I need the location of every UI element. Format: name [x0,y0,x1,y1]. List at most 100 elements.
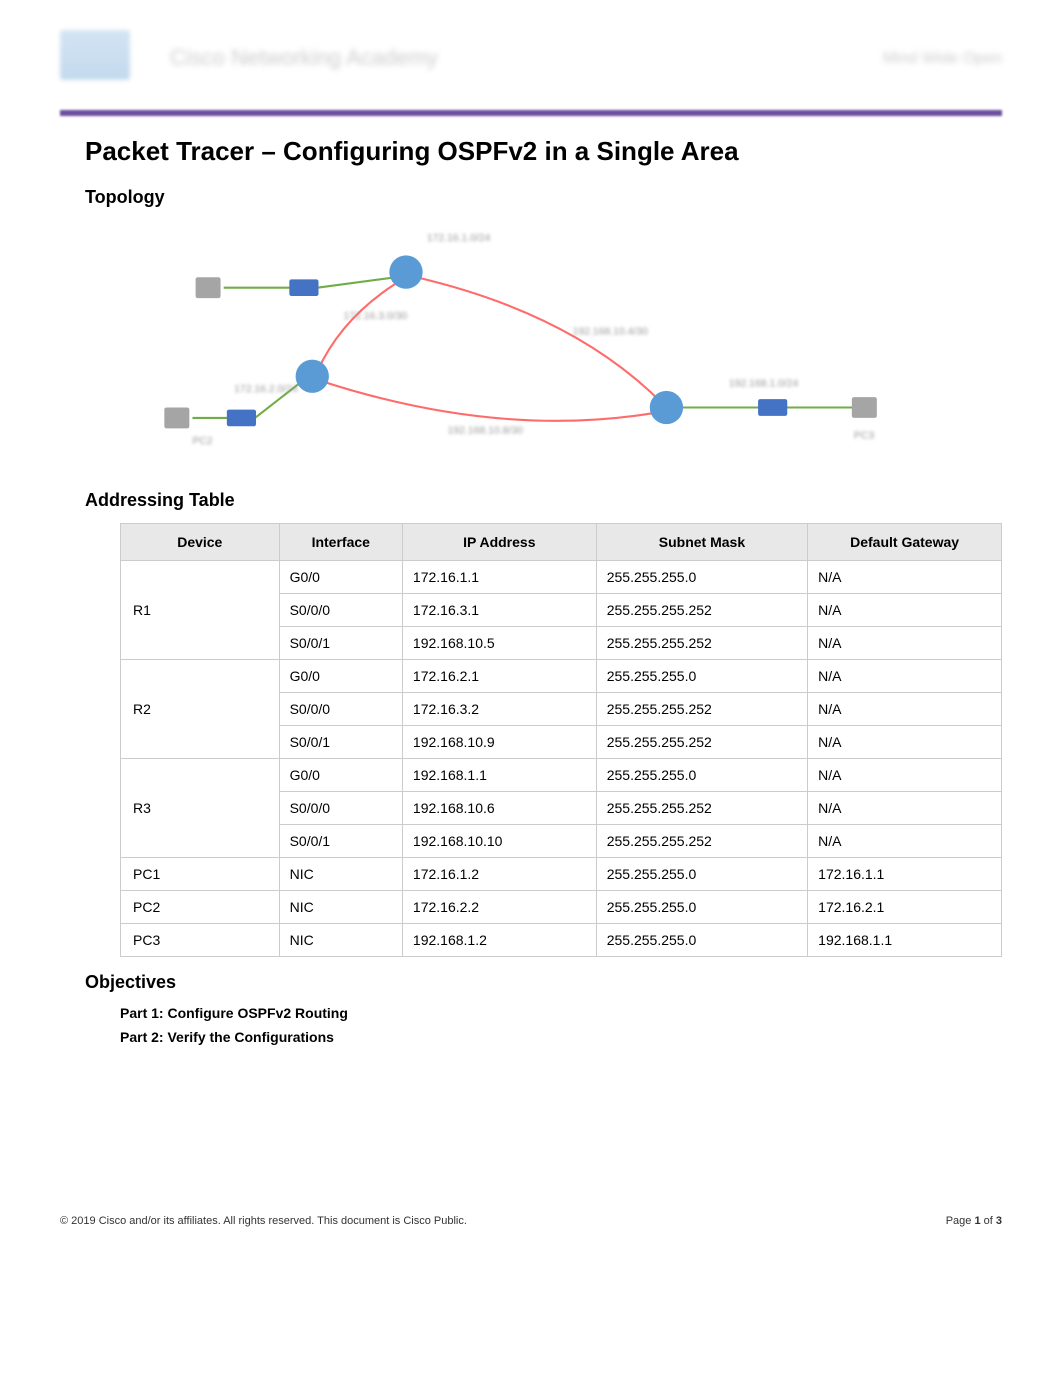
col-interface: Interface [279,524,402,561]
topo-label: PC3 [854,431,874,442]
table-row: R2G0/0172.16.2.1255.255.255.0N/A [121,660,1002,693]
col-gw: Default Gateway [808,524,1002,561]
link-r2-r3 [323,381,656,420]
footer-page: Page 1 of 3 [946,1215,1002,1227]
node-r3 [650,391,683,424]
link-r1-r3 [416,277,661,402]
cell-gw: N/A [808,660,1002,693]
cell-mask: 255.255.255.252 [596,693,807,726]
cell-ip: 172.16.3.1 [402,594,596,627]
cell-gw: N/A [808,792,1002,825]
cell-mask: 255.255.255.0 [596,924,807,957]
cell-interface: S0/0/0 [279,594,402,627]
node-pc2 [164,408,189,429]
footer-page-mid: of [981,1215,996,1227]
node-r1 [389,255,422,288]
addressing-table-wrap: Device Interface IP Address Subnet Mask … [120,523,1002,957]
cell-mask: 255.255.255.0 [596,759,807,792]
table-row: R1G0/0172.16.1.1255.255.255.0N/A [121,561,1002,594]
cell-ip: 172.16.1.1 [402,561,596,594]
cell-mask: 255.255.255.0 [596,891,807,924]
cell-gw: N/A [808,561,1002,594]
topo-label: 192.168.10.4/30 [573,327,648,338]
cell-ip: 172.16.3.2 [402,693,596,726]
cell-device: PC1 [121,858,280,891]
cell-interface: S0/0/0 [279,693,402,726]
tagline-text: Mind Wide Open [883,50,1002,68]
node-pc1 [196,277,221,298]
cell-ip: 172.16.1.2 [402,858,596,891]
table-header-row: Device Interface IP Address Subnet Mask … [121,524,1002,561]
col-device: Device [121,524,280,561]
cell-interface: G0/0 [279,561,402,594]
cell-interface: NIC [279,858,402,891]
node-s1 [289,279,318,296]
topo-label: PC2 [192,436,212,447]
topo-label: 172.16.2.0/24 [234,384,298,395]
section-objectives: Objectives [85,972,1002,993]
table-row: R3G0/0192.168.1.1255.255.255.0N/A [121,759,1002,792]
cell-mask: 255.255.255.252 [596,792,807,825]
cell-interface: G0/0 [279,759,402,792]
topology-diagram: 172.16.1.0/24 172.16.3.0/30 192.168.10.4… [100,220,962,470]
cell-ip: 192.168.1.2 [402,924,596,957]
cell-mask: 255.255.255.0 [596,858,807,891]
cell-gw: N/A [808,726,1002,759]
cell-ip: 192.168.10.5 [402,627,596,660]
table-row: PC3NIC192.168.1.2255.255.255.0192.168.1.… [121,924,1002,957]
cell-ip: 192.168.10.9 [402,726,596,759]
cell-gw: N/A [808,825,1002,858]
cell-device: PC3 [121,924,280,957]
link-r1-s1 [317,277,395,287]
addressing-table: Device Interface IP Address Subnet Mask … [120,523,1002,957]
footer-page-prefix: Page [946,1215,975,1227]
cell-device: PC2 [121,891,280,924]
cell-ip: 172.16.2.1 [402,660,596,693]
header-bar: Cisco Networking Academy Mind Wide Open [60,30,1002,100]
cell-gw: N/A [808,627,1002,660]
cell-gw: 192.168.1.1 [808,924,1002,957]
cell-device: R3 [121,759,280,858]
cell-mask: 255.255.255.252 [596,627,807,660]
topo-label: 192.168.1.0/24 [729,379,799,390]
section-addressing: Addressing Table [85,490,1002,511]
divider-bar [60,110,1002,116]
node-s3 [758,399,787,416]
cisco-logo [60,30,130,80]
link-r1-r2 [317,277,406,371]
cell-mask: 255.255.255.252 [596,594,807,627]
cell-interface: NIC [279,924,402,957]
cell-mask: 255.255.255.0 [596,561,807,594]
objective-item: Part 1: Configure OSPFv2 Routing [120,1005,1002,1021]
cell-gw: 172.16.1.1 [808,858,1002,891]
col-mask: Subnet Mask [596,524,807,561]
brand-text: Cisco Networking Academy [170,45,438,71]
topology-svg: 172.16.1.0/24 172.16.3.0/30 192.168.10.4… [100,220,962,470]
cell-device: R1 [121,561,280,660]
topo-label: 172.16.1.0/24 [427,233,491,244]
cell-ip: 192.168.1.1 [402,759,596,792]
footer-page-total: 3 [996,1215,1002,1227]
node-s2 [227,410,256,427]
table-row: PC1NIC172.16.1.2255.255.255.0172.16.1.1 [121,858,1002,891]
cell-device: R2 [121,660,280,759]
cell-ip: 172.16.2.2 [402,891,596,924]
cell-mask: 255.255.255.252 [596,825,807,858]
cell-gw: N/A [808,693,1002,726]
topo-label: 192.168.10.8/30 [448,426,523,437]
table-row: PC2NIC172.16.2.2255.255.255.0172.16.2.1 [121,891,1002,924]
node-r2 [296,360,329,393]
cell-gw: N/A [808,759,1002,792]
cell-interface: S0/0/1 [279,726,402,759]
page-title: Packet Tracer – Configuring OSPFv2 in a … [85,136,1002,167]
cell-mask: 255.255.255.252 [596,726,807,759]
footer-copyright: © 2019 Cisco and/or its affiliates. All … [60,1215,467,1227]
cell-mask: 255.255.255.0 [596,660,807,693]
topo-label: 172.16.3.0/30 [344,311,408,322]
cell-gw: 172.16.2.1 [808,891,1002,924]
node-pc3 [852,397,877,418]
cell-interface: G0/0 [279,660,402,693]
cell-interface: S0/0/0 [279,792,402,825]
cell-interface: S0/0/1 [279,825,402,858]
section-topology: Topology [85,187,1002,208]
